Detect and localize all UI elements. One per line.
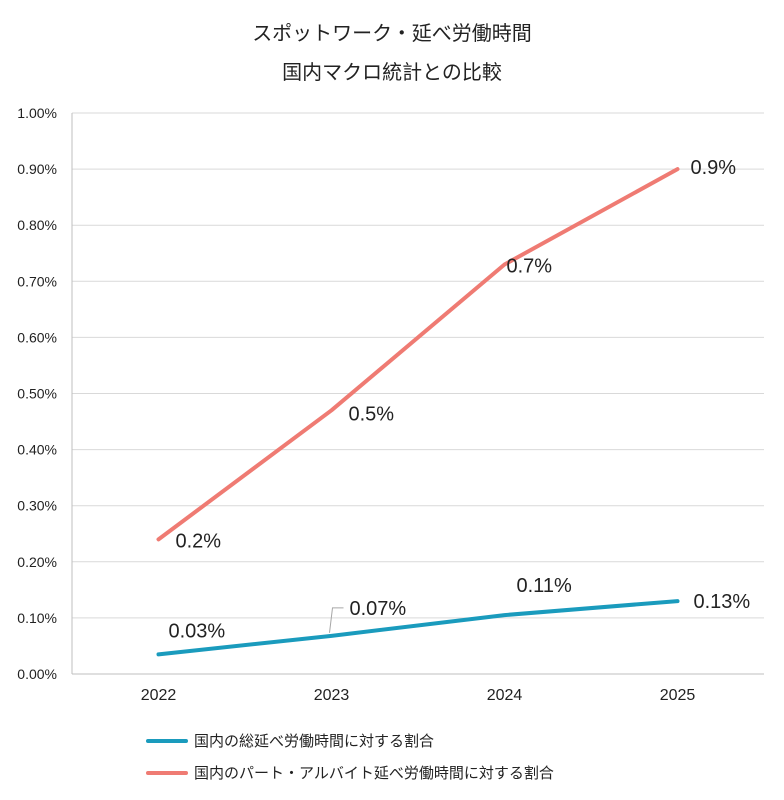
y-tick-label: 0.90% <box>17 161 57 177</box>
y-tick-label: 0.60% <box>17 329 57 345</box>
legend-label: 国内のパート・アルバイト延べ労働時間に対する割合 <box>194 764 554 782</box>
y-axis-ticks: 0.00% 0.10% 0.20% 0.30% 0.40% 0.50% 0.60% 0.70%… <box>17 105 57 682</box>
data-label: 0.07% <box>350 598 407 620</box>
x-axis-ticks: 2022 2023 2024 2025 <box>141 687 696 704</box>
x-tick-label: 2025 <box>660 687 696 704</box>
data-label: 0.13% <box>694 591 751 613</box>
gridlines <box>71 112 764 675</box>
series-line-2 <box>156 167 680 542</box>
legend-label: 国内の総延べ労働時間に対する割合 <box>194 732 434 750</box>
chart-title-line-1: スポットワーク・延べ労働時間 <box>252 21 532 45</box>
y-tick-label: 0.20% <box>17 554 57 570</box>
y-tick-label: 0.00% <box>17 666 57 682</box>
y-tick-label: 0.50% <box>17 386 57 402</box>
series-lines <box>156 167 680 657</box>
y-tick-label: 0.10% <box>17 610 57 626</box>
chart-title-line-2: 国内マクロ統計との比較 <box>282 60 502 84</box>
data-label: 0.5% <box>349 403 395 425</box>
series-line-1 <box>156 599 680 657</box>
data-label: 0.11% <box>517 575 572 597</box>
label-leader-line <box>329 607 344 633</box>
y-tick-label: 0.80% <box>17 217 57 233</box>
data-label: 0.03% <box>169 620 226 642</box>
y-tick-label: 0.30% <box>17 498 57 514</box>
data-label: 0.2% <box>176 530 222 552</box>
data-label: 0.9% <box>691 157 737 179</box>
data-label: 0.7% <box>507 255 553 277</box>
x-tick-label: 2023 <box>314 687 350 704</box>
y-tick-label: 1.00% <box>17 105 57 121</box>
x-tick-label: 2024 <box>487 687 523 704</box>
data-labels: 0.03% 0.07% 0.11% 0.13% 0.2% 0.5% 0.7% 0.9% <box>169 157 751 642</box>
y-tick-label: 0.40% <box>17 442 57 458</box>
x-tick-label: 2022 <box>141 687 177 704</box>
y-tick-label: 0.70% <box>17 273 57 289</box>
